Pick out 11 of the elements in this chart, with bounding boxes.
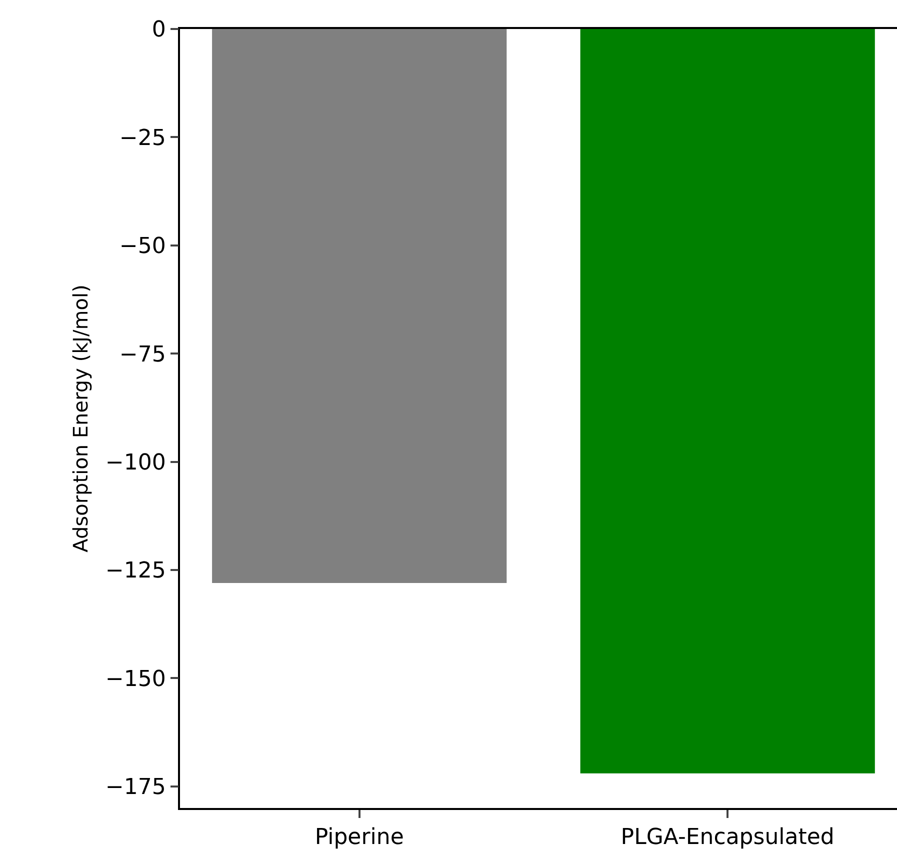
y-tick-label: −25	[119, 126, 166, 151]
y-tick-label: −50	[119, 234, 166, 260]
x-tick-label: PLGA-Encapsulated	[620, 825, 834, 850]
y-tick-label: 0	[152, 18, 166, 43]
y-axis-title: Adsorption Energy (kJ/mol)	[68, 284, 92, 552]
y-tick-label: −125	[105, 558, 166, 584]
y-tick-label: −175	[105, 775, 166, 800]
y-tick-label: −150	[105, 666, 166, 692]
y-tick-label: −75	[119, 342, 166, 368]
y-tick-label: −100	[105, 450, 166, 476]
x-tick-label: Piperine	[314, 825, 404, 850]
